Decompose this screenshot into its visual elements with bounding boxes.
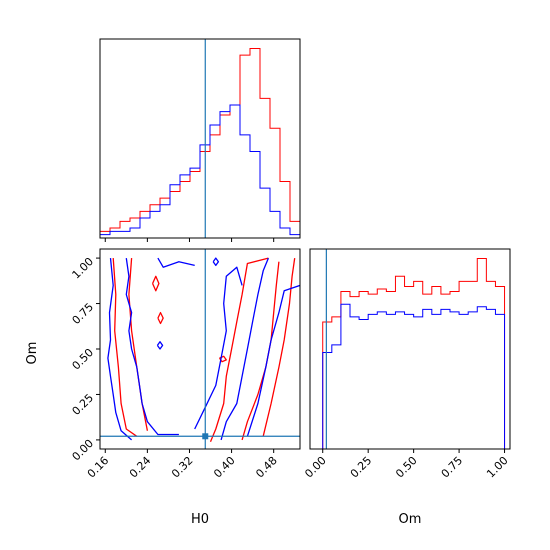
om-axis-tick-label: 0.75 [70, 300, 97, 327]
h0-axis-tick-label: 0.16 [85, 454, 112, 481]
contour-red-4 [262, 258, 296, 437]
contour-red-2 [209, 257, 269, 442]
contour-red-5 [152, 275, 160, 292]
h0-om-contour-axes: 0.16 0.24 0.32 0.40 0.48 0.00 0.25 0.50 0.75 1.00 [70, 248, 301, 481]
contour-blue-2 [157, 257, 195, 268]
axes-frame [309, 248, 511, 450]
contour-blue-7 [156, 341, 164, 350]
om-marginal-tick-label: 0.50 [393, 454, 420, 481]
y-axis-label-om: Om [25, 342, 40, 365]
truth-point [202, 433, 209, 440]
om-marginal-axes: 0.00 0.25 0.50 0.75 1.00 [302, 248, 511, 481]
contour-blue-4 [220, 257, 270, 441]
contour-red-6 [157, 311, 164, 325]
histogram-series-blue [322, 303, 506, 449]
om-axis-tick-label: 0.50 [70, 346, 97, 373]
om-marginal-tick-label: 0.75 [439, 454, 466, 481]
h0-axis-tick-label: 0.32 [169, 454, 196, 481]
contour-red-0 [112, 258, 138, 437]
om-axis-tick-label: 1.00 [70, 255, 97, 282]
om-marginal-tick-label: 0.00 [302, 454, 329, 481]
contour-blue-6 [212, 257, 220, 267]
x-axis-label-om: Om [399, 512, 422, 527]
contour-blue-0 [107, 258, 133, 441]
contour-blue-1 [125, 258, 179, 436]
x-axis-label-h0: H0 [191, 512, 209, 527]
h0-axis-tick-label: 0.24 [127, 454, 154, 481]
om-marginal-tick-label: 0.25 [348, 454, 375, 481]
contour-red-1 [128, 258, 149, 431]
histogram-series-blue [100, 104, 300, 238]
om-axis-tick-label: 0.25 [70, 391, 97, 418]
h0-marginal-axes [99, 38, 301, 242]
om-axis-tick-label: 0.00 [70, 437, 97, 464]
axes-frame [99, 38, 301, 239]
h0-axis-tick-label: 0.40 [211, 454, 238, 481]
histogram-series-red [322, 258, 506, 449]
contour-blue-3 [194, 266, 243, 430]
h0-axis-tick-label: 0.48 [253, 454, 280, 481]
om-marginal-tick-label: 1.00 [484, 454, 511, 481]
contour-blue-5 [246, 284, 300, 437]
